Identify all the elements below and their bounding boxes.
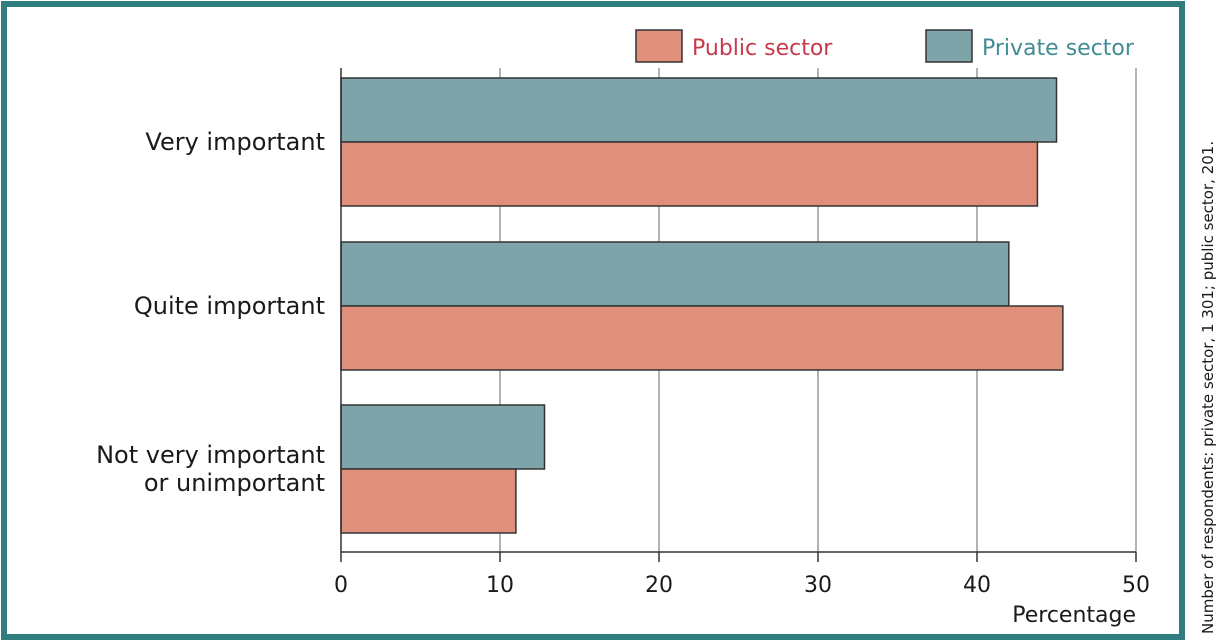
frame-border [1, 1, 1185, 640]
x-tick-label-20: 20 [645, 573, 673, 598]
x-tick-label-50: 50 [1122, 573, 1150, 598]
legend-swatch-public [635, 29, 683, 63]
legend-label-public: Public sector [692, 36, 833, 61]
bar-public-1 [340, 305, 1064, 371]
bar-private-2 [340, 404, 546, 470]
axis-layer: 0 10 20 30 40 50 Very important Quite important… [96, 68, 1150, 598]
respondents-note: Number of respondents: private sector, 1… [1199, 141, 1216, 634]
x-tick-label-30: 30 [804, 573, 832, 598]
legend: Public sector Private sector [635, 29, 1135, 63]
legend-swatch-private [925, 29, 973, 63]
legend-label-private: Private sector [982, 36, 1135, 61]
category-label-0-0: Very important [145, 128, 325, 156]
x-tick-label-40: 40 [963, 573, 991, 598]
category-label-2-0: Not very important [96, 441, 325, 469]
category-label-1-0: Quite important [134, 292, 325, 320]
bar-layer [340, 77, 1064, 534]
x-tick-label-10: 10 [486, 573, 514, 598]
x-tick-label-0: 0 [334, 573, 348, 598]
bar-private-0 [340, 77, 1058, 143]
bar-public-0 [340, 141, 1039, 207]
x-axis-title: Percentage [1012, 603, 1136, 628]
category-label-2-1: or unimportant [144, 469, 325, 497]
bar-public-2 [340, 468, 517, 534]
bar-private-1 [340, 241, 1010, 307]
